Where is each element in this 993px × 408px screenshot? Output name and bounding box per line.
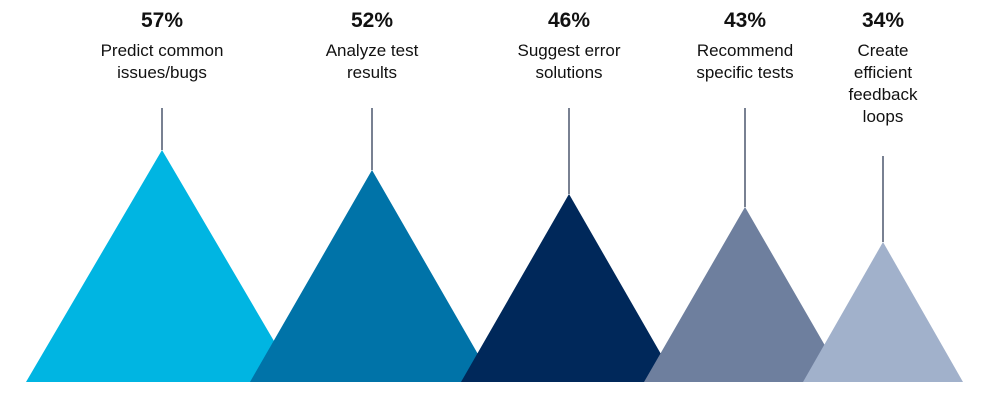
category-label-line: feedback — [849, 85, 918, 104]
category-label-line: specific tests — [696, 63, 793, 82]
value-label-predict-common-issues: 57% — [141, 9, 183, 32]
value-label-suggest-error-solutions: 46% — [548, 9, 590, 32]
category-label-line: loops — [863, 107, 904, 126]
labels-layer: 57% Predict common issues/bugs 52% Analyze t… — [101, 9, 918, 126]
category-label-line: issues/bugs — [117, 63, 207, 82]
value-label-create-feedback-loops: 34% — [862, 9, 904, 32]
value-label-analyze-test-results: 52% — [351, 9, 393, 32]
category-label-line: solutions — [535, 63, 602, 82]
triangle-analyze-test-results — [250, 170, 494, 382]
category-label-recommend-specific-tests: Recommend specific tests — [696, 41, 793, 82]
triangles-layer — [26, 150, 963, 382]
category-label-line: results — [347, 63, 397, 82]
category-label-line: Recommend — [697, 41, 793, 60]
leader-lines-layer — [161, 108, 884, 242]
category-label-line: Create — [857, 41, 908, 60]
triangle-recommend-specific-tests — [644, 207, 846, 382]
value-label-recommend-specific-tests: 43% — [724, 9, 766, 32]
category-label-line: Analyze test — [326, 41, 419, 60]
category-label-suggest-error-solutions: Suggest error solutions — [518, 41, 621, 82]
category-label-line: Suggest error — [518, 41, 621, 60]
category-label-create-feedback-loops: Create efficient feedback loops — [849, 41, 918, 126]
triangle-create-feedback-loops — [803, 242, 963, 382]
triangle-predict-common-issues — [26, 150, 298, 382]
category-label-analyze-test-results: Analyze test results — [326, 41, 419, 82]
category-label-line: efficient — [854, 63, 913, 82]
triangle-suggest-error-solutions — [461, 194, 677, 382]
category-label-predict-common-issues: Predict common issues/bugs — [101, 41, 224, 82]
category-label-line: Predict common — [101, 41, 224, 60]
